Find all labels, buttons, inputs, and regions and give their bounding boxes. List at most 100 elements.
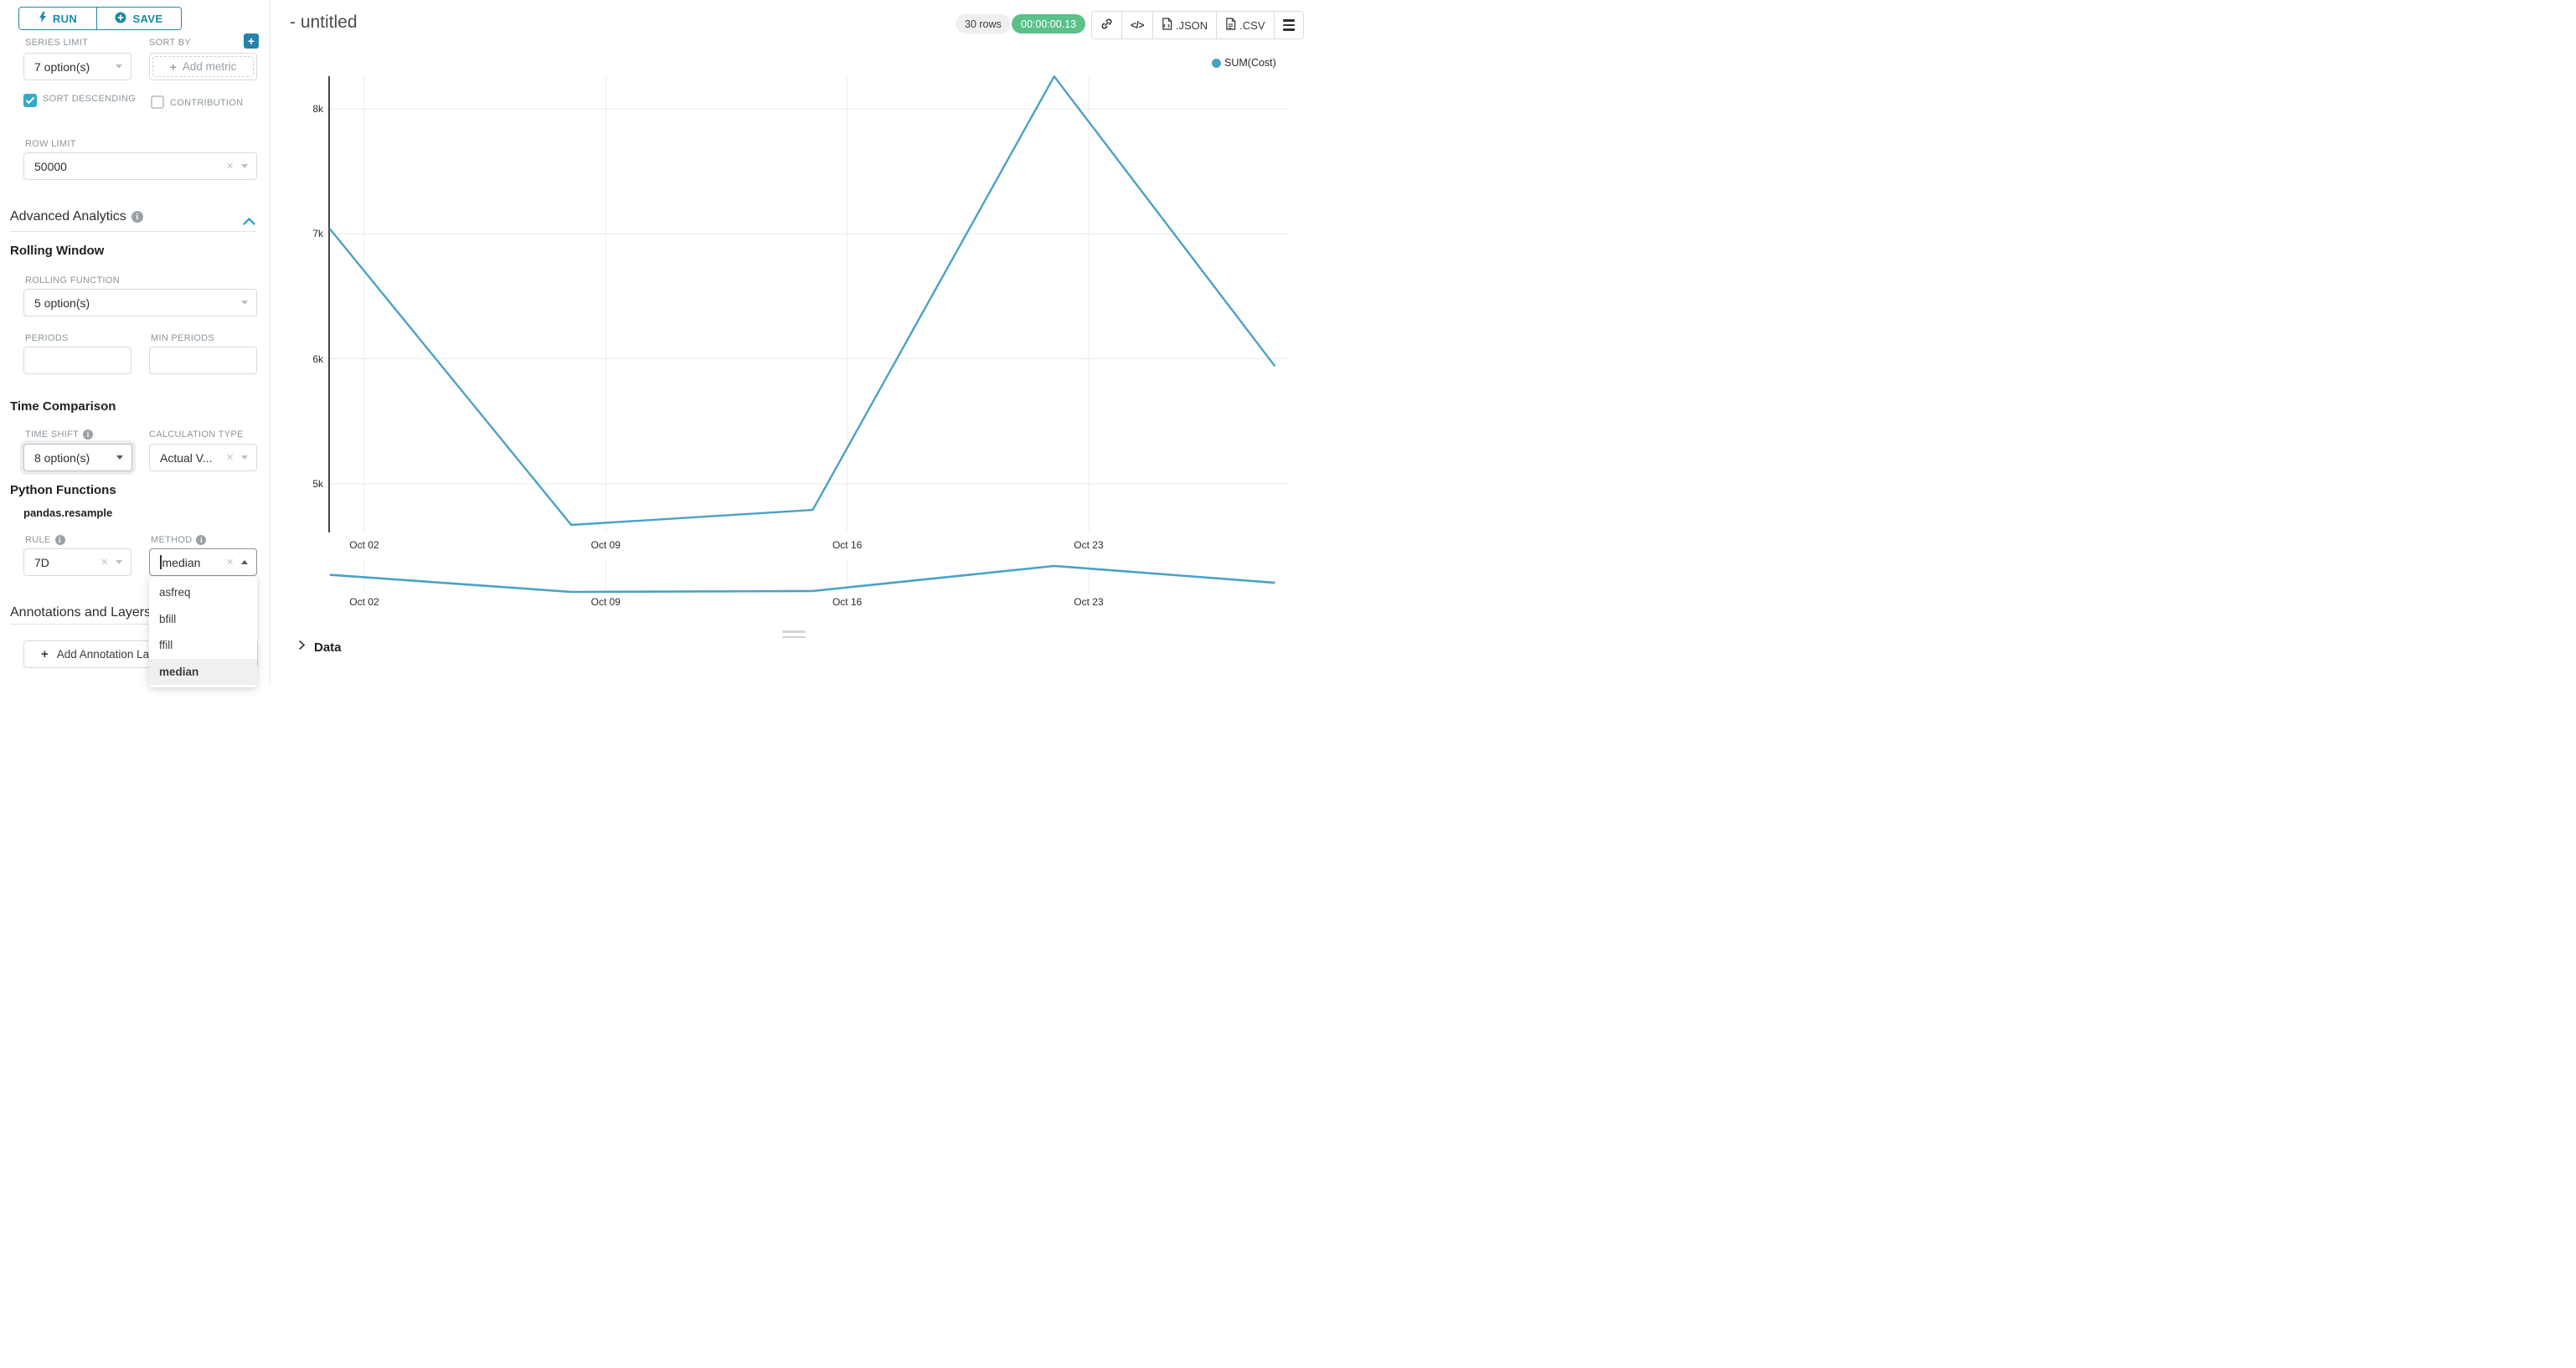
x-axis-tick-label: Oct 02	[349, 539, 379, 551]
min-periods-label: MIN PERIODS	[151, 333, 215, 343]
y-axis-tick-label: 6k	[312, 352, 323, 365]
plus-icon: +	[169, 59, 177, 74]
caret-up-icon	[241, 560, 248, 564]
resize-drag-handle[interactable]	[782, 630, 806, 638]
info-icon: i	[196, 535, 207, 545]
clear-icon[interactable]: ×	[226, 555, 234, 569]
legend-dot-icon	[1212, 58, 1221, 68]
run-label: RUN	[52, 12, 78, 25]
divider	[10, 231, 256, 232]
share-link-button[interactable]	[1092, 12, 1122, 39]
python-functions-title: Python Functions	[10, 483, 116, 497]
legend-label: SUM(Cost)	[1224, 57, 1276, 69]
save-label: SAVE	[132, 12, 163, 25]
calculation-type-value: Actual V...	[160, 450, 213, 465]
calculation-type-label: CALCULATION TYPE	[149, 429, 244, 440]
time-shift-label: TIME SHIFT i	[25, 429, 94, 440]
plus-icon: +	[41, 647, 49, 661]
series-limit-label: SERIES LIMIT	[25, 38, 89, 48]
series-limit-value: 7 option(s)	[34, 59, 90, 74]
contribution-checkbox[interactable]: CONTRIBUTION	[151, 95, 264, 111]
export-csv-label: .CSV	[1239, 18, 1265, 32]
advanced-analytics-title: Advanced Analytics	[10, 209, 126, 224]
sort-descending-checkbox[interactable]: SORT DESCENDING	[23, 92, 141, 107]
rule-select[interactable]: 7D ×	[23, 548, 131, 576]
rolling-window-title: Rolling Window	[10, 244, 105, 258]
clear-icon[interactable]: ×	[226, 159, 234, 173]
menu-icon	[1282, 18, 1295, 32]
save-button[interactable]: SAVE	[97, 8, 181, 29]
rule-value: 7D	[34, 555, 49, 569]
calculation-type-select[interactable]: Actual V... ×	[149, 444, 257, 471]
periods-label: PERIODS	[25, 333, 69, 343]
time-shift-value: 8 option(s)	[34, 450, 90, 465]
annotations-title: Annotations and Layers	[10, 605, 152, 620]
row-limit-value: 50000	[34, 159, 67, 173]
chart-canvas	[328, 75, 1288, 594]
checkbox-checked-icon	[23, 94, 37, 107]
y-axis-tick-label: 5k	[312, 477, 323, 490]
dropdown-option[interactable]: ffill	[159, 639, 173, 652]
method-dropdown-list: asfreq bfill ffill median	[149, 577, 257, 687]
dropdown-option[interactable]: asfreq	[159, 586, 191, 599]
export-csv-button[interactable]: .CSV	[1217, 12, 1275, 39]
add-metric-placeholder: Add metric	[182, 60, 237, 73]
method-combobox[interactable]: median ×	[149, 548, 257, 576]
clear-icon[interactable]: ×	[226, 450, 234, 465]
clear-icon[interactable]: ×	[100, 555, 108, 569]
chart-panel: - untitled 30 rows 00:00:00.13 </> .JSON	[0, 0, 1304, 684]
export-json-label: .JSON	[1175, 18, 1208, 32]
caret-down-icon	[241, 455, 248, 460]
series-limit-select[interactable]: 7 option(s)	[23, 53, 131, 80]
csv-file-icon	[1225, 18, 1236, 33]
info-icon: i	[54, 535, 65, 545]
divider	[10, 624, 256, 625]
export-json-button[interactable]: .JSON	[1152, 12, 1218, 39]
embed-code-button[interactable]: </>	[1122, 12, 1153, 39]
code-icon: </>	[1131, 19, 1144, 31]
annotations-header: Annotations and Layers	[10, 605, 151, 620]
query-timer-badge: 00:00:00.13	[1012, 14, 1086, 33]
rolling-function-select[interactable]: 5 option(s)	[23, 289, 257, 316]
dropdown-option[interactable]: median	[149, 658, 257, 685]
legend-item[interactable]: SUM(Cost)	[1212, 57, 1276, 69]
method-value: median	[162, 555, 201, 569]
advanced-analytics-header[interactable]: Advanced Analytics i	[10, 209, 143, 224]
x-axis-tick-label: Oct 23	[1074, 539, 1104, 551]
checkbox-unchecked-icon	[151, 95, 164, 109]
sort-by-add-metric[interactable]: + Add metric	[149, 53, 257, 80]
time-comparison-title: Time Comparison	[10, 399, 116, 414]
pandas-resample-subtitle: pandas.resample	[23, 507, 113, 519]
y-axis-tick-label: 7k	[312, 228, 323, 240]
time-shift-select[interactable]: 8 option(s)	[23, 444, 132, 471]
min-periods-input[interactable]	[149, 347, 257, 374]
collapse-chevron-icon[interactable]	[243, 214, 255, 229]
info-icon: i	[131, 211, 143, 223]
dropdown-option[interactable]: bfill	[159, 612, 177, 625]
caret-down-icon	[116, 455, 123, 460]
chart-actions-toolbar: </> .JSON .CSV	[1091, 11, 1304, 39]
run-save-button-group: RUN SAVE	[18, 7, 182, 30]
link-icon	[1100, 18, 1113, 33]
x-axis-tick-label: Oct 09	[590, 539, 621, 551]
y-axis-tick-label: 8k	[312, 103, 323, 115]
data-panel-header[interactable]: Data	[298, 640, 342, 655]
menu-button[interactable]	[1274, 12, 1303, 39]
contribution-label: CONTRIBUTION	[170, 98, 244, 108]
row-limit-select[interactable]: 50000 ×	[23, 152, 257, 180]
add-metric-plus-button[interactable]: +	[244, 33, 259, 49]
run-button[interactable]: RUN	[19, 8, 97, 29]
json-file-icon	[1162, 18, 1172, 33]
chart-title[interactable]: - untitled	[290, 13, 358, 32]
control-sidebar: RUN SAVE SERIES LIMIT SORT BY + 7 option…	[0, 0, 270, 684]
x-axis-tick-label: Oct 16	[832, 539, 863, 551]
mini-x-axis-tick-label: Oct 16	[832, 596, 863, 608]
rolling-function-value: 5 option(s)	[34, 296, 90, 310]
caret-down-icon	[116, 64, 122, 69]
info-icon: i	[83, 429, 94, 440]
rolling-function-label: ROLLING FUNCTION	[25, 275, 120, 285]
data-panel-title: Data	[314, 640, 342, 655]
caret-down-icon	[241, 301, 248, 305]
caret-down-icon	[116, 560, 122, 564]
periods-input[interactable]	[23, 347, 131, 374]
